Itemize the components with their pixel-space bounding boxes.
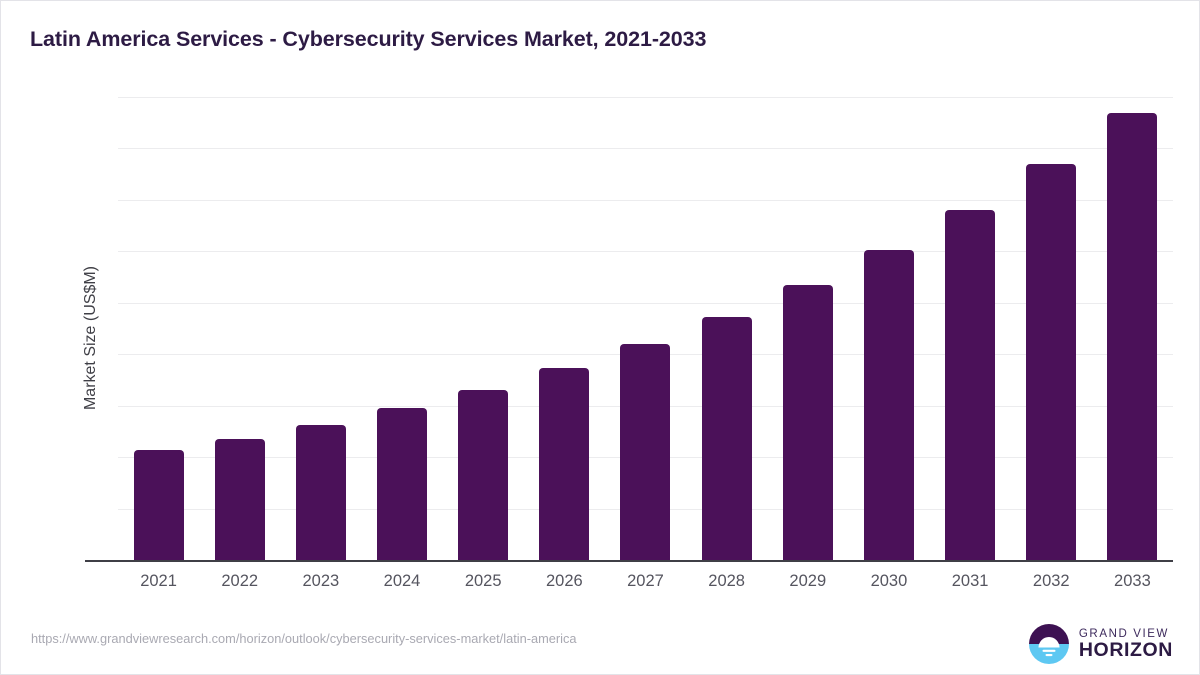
- gridline: [118, 97, 1173, 98]
- gridline: [118, 251, 1173, 253]
- bar-2030[interactable]: [863, 249, 914, 560]
- bar-slot: [443, 97, 524, 560]
- x-axis-tick-label-2030: 2030: [870, 572, 908, 590]
- x-axis-tick-label-2027: 2027: [627, 572, 664, 590]
- bar-2031[interactable]: [945, 210, 996, 560]
- x-axis-tick-label-2023: 2023: [302, 572, 340, 590]
- x-axis-tick-label-2026: 2026: [545, 572, 583, 590]
- y-axis-title: Market Size (US$M): [82, 265, 100, 410]
- x-axis-tick-label-2028: 2028: [708, 572, 745, 590]
- page-title: Latin America Services - Cybersecurity S…: [30, 27, 707, 51]
- bar-slot: [361, 97, 442, 560]
- bar-2027[interactable]: [620, 343, 671, 560]
- bar-slot: [1011, 97, 1092, 560]
- bar-2028[interactable]: [701, 317, 752, 560]
- logo-text-top: GRAND VIEW: [1078, 627, 1169, 640]
- plot-area: 01k2k3k4k5k6k7k8k9k 20212022202320242025…: [85, 97, 1173, 590]
- x-axis-tick-label-2022: 2022: [221, 572, 259, 590]
- x-axis-tick-label-2025: 2025: [464, 572, 502, 590]
- bar-2021[interactable]: [133, 450, 184, 560]
- x-axis-line: [85, 560, 1173, 562]
- source-url[interactable]: https://www.grandviewresearch.com/horizo…: [31, 631, 577, 646]
- bar-slot: [848, 97, 929, 560]
- bar-2025[interactable]: [458, 390, 509, 560]
- x-axis-tick-label-2024: 2024: [383, 572, 421, 590]
- bar-slot: [686, 97, 767, 560]
- bar-series: [118, 97, 1173, 560]
- x-axis-tick-label-2021: 2021: [140, 572, 177, 590]
- bar-slot: [605, 97, 686, 560]
- bar-slot: [1092, 97, 1173, 560]
- brand-logo: GRAND VIEW HORIZON: [1028, 623, 1173, 665]
- bar-2032[interactable]: [1026, 163, 1077, 560]
- bar-2022[interactable]: [214, 439, 265, 560]
- bar-2024[interactable]: [377, 408, 428, 560]
- grand-view-horizon-logo-icon: [1028, 624, 1069, 664]
- x-axis-tick-label-2033: 2033: [1114, 572, 1151, 590]
- bar-slot: [767, 97, 848, 560]
- logo-text-bottom: HORIZON: [1078, 638, 1173, 661]
- bar-2033[interactable]: [1107, 113, 1158, 560]
- bar-2029[interactable]: [782, 284, 833, 560]
- gridline: [118, 148, 1173, 150]
- x-axis-tick-label-2032: 2032: [1032, 572, 1070, 590]
- logo-wordmark: GRAND VIEW HORIZON: [1079, 628, 1173, 661]
- bar-2023[interactable]: [295, 425, 346, 560]
- bar-slot: [199, 97, 280, 560]
- gridline: [118, 302, 1173, 304]
- bar-slot: [280, 97, 361, 560]
- x-axis-tick-label-2031: 2031: [951, 572, 989, 590]
- gridline: [118, 199, 1173, 201]
- bar-2026[interactable]: [539, 368, 590, 560]
- bar-slot: [118, 97, 199, 560]
- bar-slot: [524, 97, 605, 560]
- bar-slot: [930, 97, 1011, 560]
- x-axis-tick-label-2029: 2029: [789, 572, 827, 590]
